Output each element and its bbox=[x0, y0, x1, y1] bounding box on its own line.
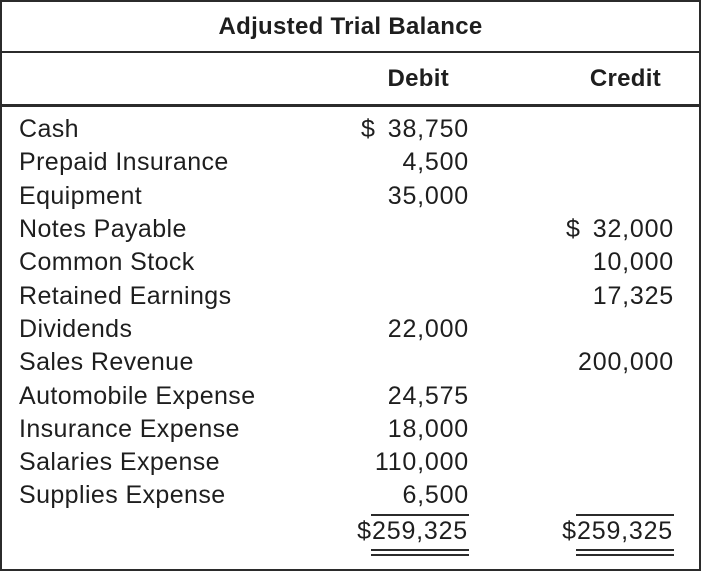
table-row: Equipment 35,000 bbox=[2, 180, 699, 213]
table-row: Sales Revenue 200,000 bbox=[2, 346, 699, 379]
amount-value: 32,000 bbox=[592, 215, 674, 244]
debit-total-amount: $259,325 bbox=[357, 513, 469, 556]
amount-value: 17,325 bbox=[592, 281, 674, 310]
account-name: Notes Payable bbox=[19, 215, 187, 244]
account-name: Supplies Expense bbox=[19, 481, 226, 510]
dollar-sign: $ bbox=[357, 516, 372, 545]
table-row: Salaries Expense 110,000 bbox=[2, 446, 699, 479]
account-name: Prepaid Insurance bbox=[19, 148, 229, 177]
debit-total-cell: $259,325 bbox=[342, 513, 469, 556]
amount-value: 35,000 bbox=[387, 181, 469, 210]
column-headers: Debit Credit bbox=[2, 53, 699, 107]
amount-value: 10,000 bbox=[592, 248, 674, 277]
table-row: Cash $38,750 bbox=[2, 113, 699, 146]
credit-amount-cell: 17,325 bbox=[469, 282, 699, 311]
account-name: Salaries Expense bbox=[19, 448, 220, 477]
credit-amount-cell: 200,000 bbox=[469, 348, 699, 377]
account-name: Equipment bbox=[19, 181, 143, 210]
debit-amount-cell: 18,000 bbox=[342, 415, 469, 444]
amount-value: 18,000 bbox=[387, 414, 469, 443]
dollar-sign: $ bbox=[562, 516, 577, 545]
account-name: Automobile Expense bbox=[19, 381, 256, 410]
totals-row: $259,325 $259,325 bbox=[2, 513, 699, 556]
dollar-sign: $ bbox=[566, 215, 580, 244]
table-row: Automobile Expense 24,575 bbox=[2, 379, 699, 412]
debit-column-header: Debit bbox=[387, 64, 449, 92]
table-row: Prepaid Insurance 4,500 bbox=[2, 146, 699, 179]
table-row: Supplies Expense 6,500 bbox=[2, 479, 699, 512]
total-value: 259,325 bbox=[371, 513, 469, 556]
account-name: Cash bbox=[19, 115, 79, 144]
amount-value: 24,575 bbox=[387, 381, 469, 410]
credit-column-header: Credit bbox=[589, 64, 661, 92]
account-name: Common Stock bbox=[19, 248, 195, 277]
dollar-sign: $ bbox=[361, 115, 375, 144]
debit-amount-cell: $38,750 bbox=[342, 115, 469, 144]
table-row: Retained Earnings 17,325 bbox=[2, 279, 699, 312]
account-name: Sales Revenue bbox=[19, 348, 194, 377]
table-row: Insurance Expense 18,000 bbox=[2, 413, 699, 446]
amount-value: 4,500 bbox=[402, 148, 469, 177]
credit-amount-cell: $32,000 bbox=[469, 215, 699, 244]
debit-amount-cell: 110,000 bbox=[342, 448, 469, 477]
amount-value: 110,000 bbox=[374, 448, 469, 477]
total-value: 259,325 bbox=[576, 513, 674, 556]
debit-amount-cell: 24,575 bbox=[342, 382, 469, 411]
table-row: Notes Payable $32,000 bbox=[2, 213, 699, 246]
credit-total-amount: $259,325 bbox=[562, 513, 674, 556]
credit-amount: $32,000 bbox=[566, 215, 674, 244]
credit-amount-cell: 10,000 bbox=[469, 248, 699, 277]
table-row: Dividends 22,000 bbox=[2, 313, 699, 346]
debit-amount: $38,750 bbox=[361, 115, 469, 144]
table-body: Cash $38,750 Prepaid Insurance 4,500 Equipme… bbox=[2, 107, 699, 556]
amount-value: 38,750 bbox=[387, 115, 469, 144]
debit-amount-cell: 4,500 bbox=[342, 148, 469, 177]
debit-amount-cell: 22,000 bbox=[342, 315, 469, 344]
table-title: Adjusted Trial Balance bbox=[218, 12, 483, 40]
credit-total-cell: $259,325 bbox=[469, 513, 699, 556]
account-name: Insurance Expense bbox=[19, 414, 240, 443]
table-row: Common Stock 10,000 bbox=[2, 246, 699, 279]
amount-value: 22,000 bbox=[387, 314, 469, 343]
amount-value: 6,500 bbox=[402, 481, 469, 510]
title-row: Adjusted Trial Balance bbox=[2, 2, 699, 53]
debit-amount-cell: 6,500 bbox=[342, 481, 469, 510]
debit-amount-cell: 35,000 bbox=[342, 182, 469, 211]
amount-value: 200,000 bbox=[578, 348, 674, 377]
account-name: Dividends bbox=[19, 314, 133, 343]
account-name: Retained Earnings bbox=[19, 281, 232, 310]
